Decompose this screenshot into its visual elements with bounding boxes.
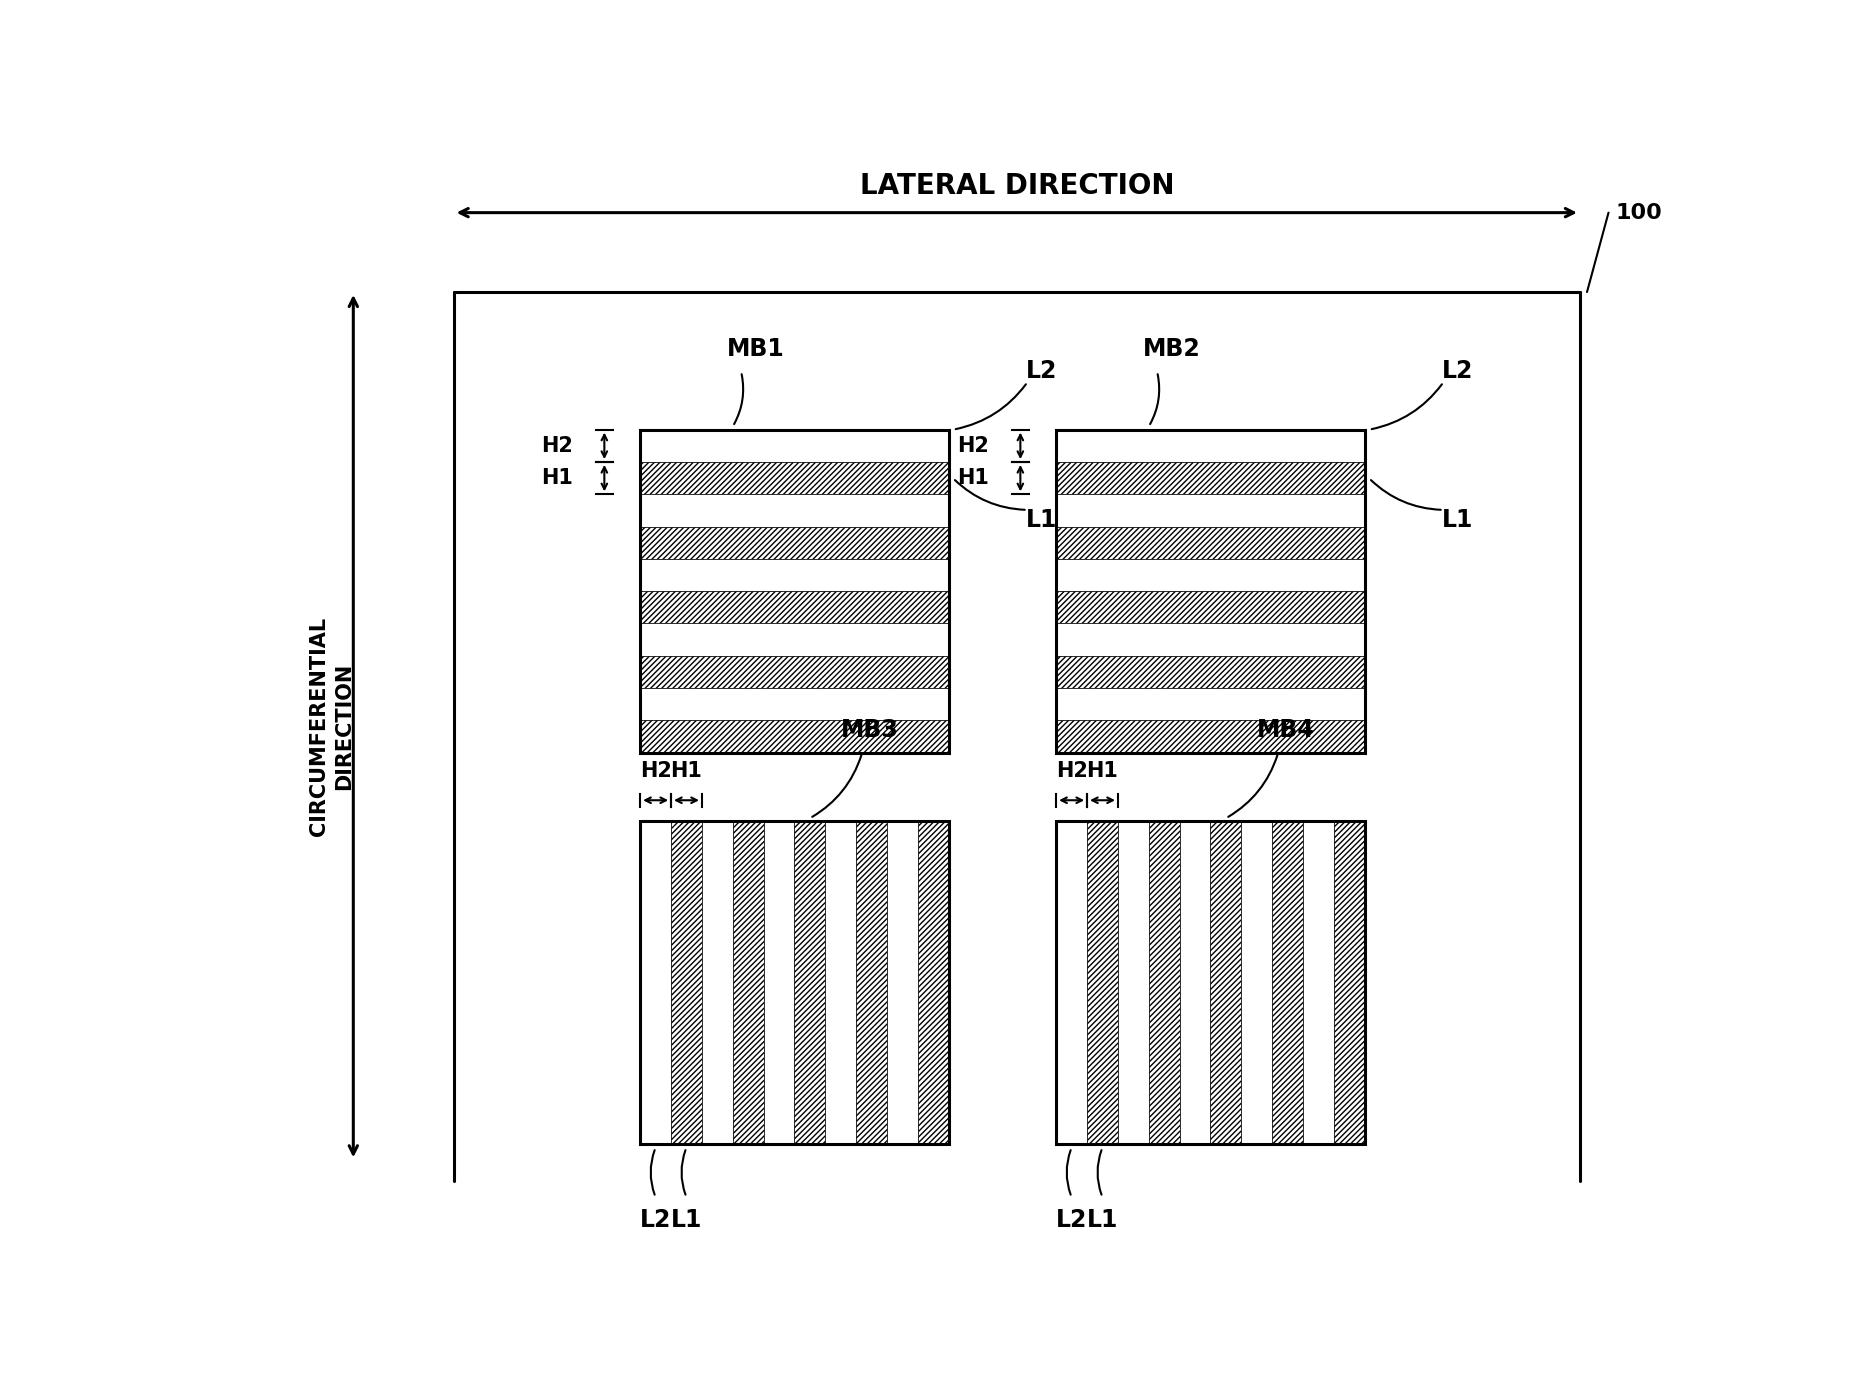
Bar: [1179, 821, 1211, 1144]
Bar: [1057, 527, 1364, 558]
Text: H1: H1: [1087, 762, 1118, 781]
Bar: [918, 821, 948, 1144]
Text: MB3: MB3: [840, 718, 898, 742]
Text: H1: H1: [670, 762, 702, 781]
Text: LATERAL DIRECTION: LATERAL DIRECTION: [859, 172, 1174, 199]
Bar: [1057, 821, 1087, 1144]
Bar: [640, 720, 948, 752]
Bar: [640, 462, 948, 494]
Text: H2: H2: [957, 436, 988, 456]
Bar: [1057, 688, 1364, 720]
Bar: [794, 821, 826, 1144]
Bar: [1272, 821, 1303, 1144]
Bar: [640, 688, 948, 720]
Bar: [1303, 821, 1335, 1144]
Bar: [1335, 821, 1364, 1144]
Bar: [640, 821, 948, 1144]
Bar: [1057, 656, 1364, 688]
Text: H1: H1: [540, 468, 572, 488]
Bar: [640, 656, 948, 688]
Bar: [887, 821, 918, 1144]
Bar: [640, 527, 948, 558]
Text: MB2: MB2: [1142, 337, 1199, 360]
Bar: [857, 821, 887, 1144]
Text: L2: L2: [1055, 1207, 1087, 1232]
Text: MB4: MB4: [1257, 718, 1314, 742]
Bar: [1057, 623, 1364, 656]
Text: MB1: MB1: [727, 337, 785, 360]
Bar: [702, 821, 733, 1144]
Bar: [1057, 591, 1364, 623]
Text: H1: H1: [957, 468, 988, 488]
Bar: [1057, 494, 1364, 527]
Bar: [1242, 821, 1272, 1144]
Text: H2: H2: [540, 436, 572, 456]
Text: L1: L1: [670, 1207, 702, 1232]
Bar: [1057, 558, 1364, 591]
Text: 100: 100: [1616, 202, 1662, 223]
Bar: [672, 821, 702, 1144]
Bar: [1118, 821, 1149, 1144]
Bar: [1057, 720, 1364, 752]
Text: CIRCUMFERENTIAL
DIRECTION: CIRCUMFERENTIAL DIRECTION: [309, 616, 354, 836]
Bar: [764, 821, 794, 1144]
Bar: [640, 429, 948, 462]
Text: L2: L2: [1025, 359, 1057, 384]
Bar: [1057, 429, 1364, 752]
Text: L1: L1: [1025, 509, 1057, 532]
Text: L2: L2: [1442, 359, 1473, 384]
Bar: [1149, 821, 1179, 1144]
Bar: [826, 821, 857, 1144]
Text: H2: H2: [640, 762, 672, 781]
Bar: [640, 591, 948, 623]
Bar: [1057, 462, 1364, 494]
Bar: [640, 821, 672, 1144]
Bar: [1057, 429, 1364, 462]
Bar: [640, 558, 948, 591]
Text: H2: H2: [1055, 762, 1088, 781]
Bar: [733, 821, 764, 1144]
Text: L1: L1: [1442, 509, 1473, 532]
Bar: [640, 623, 948, 656]
Bar: [1211, 821, 1242, 1144]
Text: L2: L2: [640, 1207, 672, 1232]
Text: L1: L1: [1087, 1207, 1118, 1232]
Bar: [1057, 821, 1364, 1144]
Bar: [640, 494, 948, 527]
Bar: [1087, 821, 1118, 1144]
Bar: [640, 429, 948, 752]
